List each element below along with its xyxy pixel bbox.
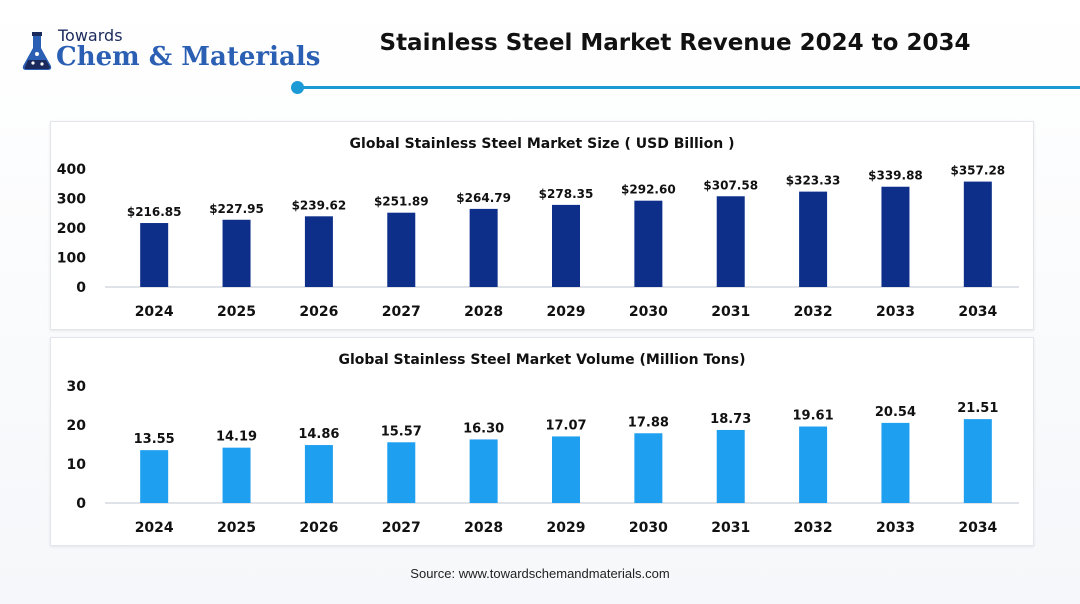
volume-data-label: 19.61 — [793, 409, 834, 424]
size-x-tick-label: 2033 — [876, 304, 915, 320]
volume-x-tick-label: 2025 — [217, 520, 256, 536]
size-data-label: $239.62 — [292, 198, 347, 212]
size-bar-2030 — [634, 200, 663, 287]
volume-x-tick-label: 2030 — [629, 520, 668, 536]
size-bar-2024 — [140, 223, 169, 287]
volume-bar-2025 — [222, 447, 251, 503]
brand-name-main: Chem & Materials — [56, 42, 321, 72]
volume-bar-2030 — [634, 433, 663, 503]
volume-x-tick-label: 2032 — [794, 520, 833, 536]
size-bar-2029 — [552, 204, 580, 287]
size-x-tick-label: 2029 — [547, 304, 586, 320]
volume-x-tick-label: 2029 — [547, 520, 586, 536]
size-x-tick-label: 2024 — [135, 304, 174, 320]
volume-data-label: 16.30 — [463, 421, 504, 436]
volume-chart-title: Global Stainless Steel Market Volume (Mi… — [339, 352, 746, 368]
size-x-tick-label: 2025 — [217, 304, 256, 320]
size-bar-2027 — [387, 212, 416, 287]
size-y-tick-label: 300 — [57, 192, 86, 208]
source-note: Source: www.towardschemandmaterials.com — [410, 566, 670, 581]
size-y-tick-label: 0 — [76, 280, 86, 296]
size-x-tick-label: 2027 — [382, 304, 421, 320]
volume-data-label: 13.55 — [134, 432, 175, 447]
size-data-label: $292.60 — [621, 183, 676, 197]
volume-data-label: 17.88 — [628, 415, 669, 430]
size-data-label: $264.79 — [456, 191, 511, 205]
volume-bar-2031 — [716, 429, 745, 503]
size-x-tick-label: 2028 — [464, 304, 503, 320]
size-y-tick-label: 100 — [57, 251, 86, 267]
size-bar-2028 — [469, 208, 498, 287]
size-bar-2033 — [881, 186, 910, 287]
page-title: Stainless Steel Market Revenue 2024 to 2… — [379, 30, 971, 56]
size-data-label: $216.85 — [127, 205, 182, 219]
size-bar-2026 — [304, 216, 333, 287]
volume-data-label: 21.51 — [957, 401, 998, 416]
brand-name-top: Towards — [58, 26, 123, 45]
market-size-chart-panel: Global Stainless Steel Market Size ( USD… — [50, 121, 1034, 330]
size-x-tick-label: 2031 — [711, 304, 750, 320]
market-volume-chart: Global Stainless Steel Market Volume (Mi… — [67, 352, 1019, 536]
volume-y-tick-label: 0 — [76, 496, 86, 512]
volume-bar-2024 — [140, 450, 169, 503]
volume-data-label: 15.57 — [381, 424, 422, 439]
size-chart-title: Global Stainless Steel Market Size ( USD… — [350, 136, 735, 152]
volume-data-label: 14.19 — [216, 430, 257, 445]
size-data-label: $357.28 — [950, 164, 1005, 178]
size-data-label: $227.95 — [209, 202, 264, 216]
volume-x-tick-label: 2027 — [382, 520, 421, 536]
volume-x-tick-label: 2034 — [958, 520, 997, 536]
title-underline-dot — [291, 81, 304, 94]
volume-bar-2033 — [881, 422, 910, 503]
volume-bar-2028 — [469, 439, 498, 503]
volume-data-label: 14.86 — [298, 427, 339, 442]
volume-bar-2026 — [304, 445, 333, 503]
size-x-tick-label: 2026 — [299, 304, 338, 320]
size-x-tick-label: 2030 — [629, 304, 668, 320]
size-data-label: $307.58 — [703, 178, 758, 192]
size-x-tick-label: 2032 — [794, 304, 833, 320]
volume-bar-2027 — [387, 442, 416, 503]
size-y-tick-label: 400 — [57, 162, 86, 178]
brand-logo: Towards Chem & Materials — [18, 26, 320, 76]
size-data-label: $323.33 — [786, 174, 841, 188]
volume-data-label: 18.73 — [710, 412, 751, 427]
volume-x-tick-label: 2028 — [464, 520, 503, 536]
volume-y-tick-label: 30 — [67, 379, 87, 395]
market-volume-chart-panel: Global Stainless Steel Market Volume (Mi… — [50, 337, 1034, 546]
volume-x-tick-label: 2026 — [299, 520, 338, 536]
volume-data-label: 20.54 — [875, 405, 916, 420]
volume-bar-2029 — [552, 436, 580, 503]
size-data-label: $251.89 — [374, 195, 429, 209]
volume-x-tick-label: 2033 — [876, 520, 915, 536]
volume-bar-2032 — [799, 426, 828, 503]
volume-x-tick-label: 2031 — [711, 520, 750, 536]
size-y-tick-label: 200 — [57, 221, 86, 237]
volume-y-tick-label: 10 — [67, 457, 87, 473]
volume-x-tick-label: 2024 — [135, 520, 174, 536]
size-bar-2031 — [716, 196, 745, 287]
volume-data-label: 17.07 — [545, 418, 586, 433]
market-size-chart: Global Stainless Steel Market Size ( USD… — [57, 136, 1019, 320]
size-x-tick-label: 2034 — [958, 304, 997, 320]
size-data-label: $278.35 — [539, 187, 594, 201]
size-bar-2032 — [799, 191, 828, 287]
size-bar-2034 — [963, 181, 992, 287]
title-underline — [298, 86, 1080, 89]
volume-bar-2034 — [963, 419, 992, 503]
flask-icon — [22, 32, 52, 70]
size-bar-2025 — [222, 219, 251, 287]
volume-y-tick-label: 20 — [67, 418, 87, 434]
size-data-label: $339.88 — [868, 169, 923, 183]
